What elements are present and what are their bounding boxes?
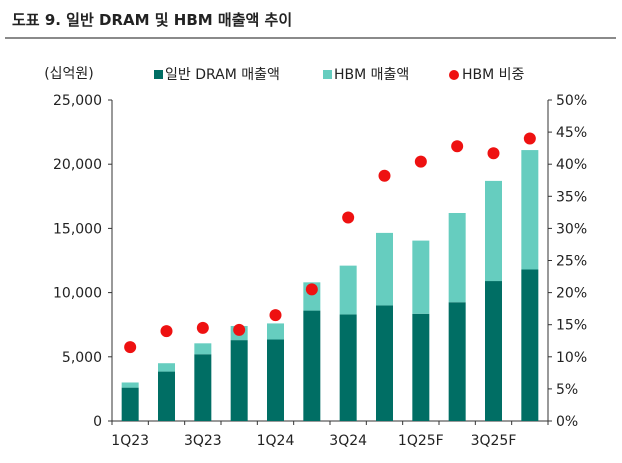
bar-dram-3Q23	[194, 354, 212, 421]
dot-hbm-ratio-4Q23	[233, 323, 246, 336]
dot-hbm-ratio-1Q25F	[414, 155, 427, 168]
y-left-tick-label: 0	[93, 414, 102, 430]
bar-dram-3Q25F	[485, 281, 502, 421]
y-right-tick-label: 5%	[556, 382, 578, 398]
dot-hbm-ratio-4Q24	[378, 169, 391, 182]
bar-dram-1Q23	[121, 387, 139, 421]
legend-swatch-dram	[154, 70, 163, 79]
y-left-tick-label: 25,000	[53, 93, 102, 109]
bar-hbm-4Q24	[376, 232, 393, 306]
bar-hbm-2Q23	[158, 363, 175, 372]
x-tick-label: 1Q24	[257, 433, 295, 449]
y-left-tick-label: 10,000	[53, 286, 102, 302]
y-right-tick-label: 50%	[556, 93, 587, 109]
dot-hbm-ratio-1Q24	[269, 309, 282, 322]
y-right-tick-label: 25%	[556, 254, 587, 270]
y-right-tick-label: 35%	[556, 189, 587, 205]
dot-hbm-ratio-3Q23	[196, 321, 209, 334]
dot-hbm-ratio-2Q24	[305, 283, 318, 296]
x-tick-label: 3Q23	[184, 433, 222, 449]
dot-hbm-ratio-1Q23	[124, 341, 137, 354]
dot-hbm-ratio-4Q25F	[523, 132, 536, 145]
bar-dram-1Q24	[267, 339, 284, 421]
y-left-tick-label: 5,000	[62, 350, 102, 366]
y-left-tick-label: 15,000	[53, 221, 102, 237]
y-right-tick-label: 40%	[556, 157, 587, 173]
bar-hbm-1Q25F	[412, 240, 430, 314]
bar-hbm-3Q23	[194, 343, 212, 355]
bar-hbm-1Q24	[267, 323, 284, 340]
bar-dram-2Q24	[303, 310, 321, 421]
bar-hbm-4Q25F	[521, 150, 539, 270]
x-tick-label: 3Q24	[329, 433, 367, 449]
y-axis-unit-label: (십억원)	[44, 66, 94, 82]
bar-hbm-3Q25F	[485, 180, 502, 282]
bar-hbm-3Q24	[339, 265, 357, 315]
legend-label-ratio: HBM 비중	[462, 67, 525, 83]
bar-dram-3Q24	[339, 314, 357, 421]
bar-hbm-1Q23	[121, 382, 139, 388]
legend-label-hbm: HBM 매출액	[334, 67, 409, 83]
bar-hbm-2Q25F	[448, 212, 466, 303]
bar-dram-4Q24	[376, 305, 393, 421]
legend-swatch-ratio	[449, 70, 459, 80]
y-left-tick-label: 20,000	[53, 157, 102, 173]
bar-dram-4Q25F	[521, 269, 539, 421]
y-right-tick-label: 45%	[556, 125, 587, 141]
y-right-tick-label: 30%	[556, 221, 587, 237]
title-divider	[5, 37, 616, 39]
dot-hbm-ratio-3Q24	[342, 211, 355, 224]
y-right-tick-label: 20%	[556, 286, 587, 302]
legend-label-dram: 일반 DRAM 매출액	[165, 67, 280, 83]
y-right-tick-label: 0%	[556, 414, 578, 430]
bar-dram-2Q23	[158, 371, 175, 421]
legend-swatch-hbm	[323, 70, 332, 79]
x-tick-label: 3Q25F	[471, 433, 517, 449]
bar-dram-1Q25F	[412, 313, 430, 421]
bar-dram-2Q25F	[448, 302, 466, 421]
y-right-tick-label: 15%	[556, 318, 587, 334]
x-tick-label: 1Q23	[111, 433, 149, 449]
x-tick-label: 1Q25F	[398, 433, 444, 449]
y-right-tick-label: 10%	[556, 350, 587, 366]
dot-hbm-ratio-3Q25F	[487, 147, 500, 160]
bar-dram-4Q23	[230, 340, 248, 421]
dot-hbm-ratio-2Q23	[160, 325, 173, 338]
dot-hbm-ratio-2Q25F	[451, 140, 464, 153]
chart-title: 도표 9. 일반 DRAM 및 HBM 매출액 추이	[12, 11, 293, 29]
